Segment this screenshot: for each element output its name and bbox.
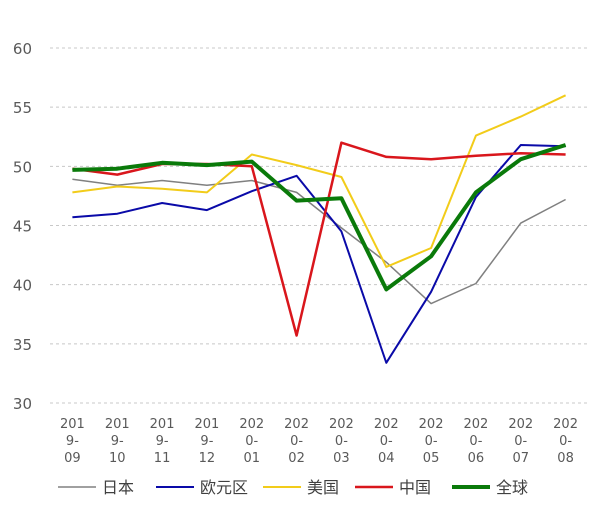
legend-label: 美国 (307, 478, 339, 497)
x-tick-label: 201 (60, 417, 85, 432)
x-tick-label: 02 (288, 451, 305, 466)
x-tick-label: 201 (195, 417, 220, 432)
x-tick-label: 04 (378, 451, 395, 466)
series-line-2 (72, 94, 567, 268)
x-tick-label: 9- (66, 434, 79, 449)
x-tick-label: 01 (243, 451, 260, 466)
x-tick-label: 202 (464, 417, 489, 432)
y-tick-label: 55 (13, 99, 32, 117)
legend-item: 全球 (452, 478, 528, 497)
legend-item: 日本 (58, 478, 134, 497)
x-tick-label: 06 (468, 451, 485, 466)
legend-label: 欧元区 (200, 478, 248, 497)
legend-label: 中国 (399, 478, 431, 497)
x-tick-label: 12 (199, 451, 216, 466)
legend-label: 全球 (496, 478, 528, 497)
y-tick-label: 35 (13, 336, 32, 354)
x-tick-label: 9- (111, 434, 124, 449)
x-tick-label: 202 (239, 417, 264, 432)
x-tick-label: 9- (200, 434, 213, 449)
x-tick-label: 0- (245, 434, 258, 449)
x-tick-label: 202 (553, 417, 578, 432)
x-tick-label: 05 (423, 451, 440, 466)
x-tick-label: 08 (557, 451, 574, 466)
y-tick-label: 45 (13, 218, 32, 236)
x-tick-label: 202 (284, 417, 309, 432)
series-line-0 (72, 178, 566, 305)
x-tick-label: 07 (512, 451, 529, 466)
x-tick-label: 0- (559, 434, 572, 449)
x-tick-label: 0- (514, 434, 527, 449)
x-tick-label: 09 (64, 451, 81, 466)
y-tick-label: 40 (13, 277, 32, 295)
y-tick-label: 50 (13, 158, 32, 176)
x-tick-label: 0- (380, 434, 393, 449)
y-tick-label: 60 (13, 40, 32, 58)
x-tick-label: 9- (156, 434, 169, 449)
x-tick-label: 0- (290, 434, 303, 449)
x-tick-label: 10 (109, 451, 126, 466)
x-tick-label: 0- (335, 434, 348, 449)
legend-label: 日本 (102, 478, 134, 497)
legend-item: 欧元区 (156, 478, 248, 497)
x-tick-label: 202 (419, 417, 444, 432)
x-tick-label: 11 (154, 451, 171, 466)
x-tick-label: 202 (508, 417, 533, 432)
series-line-1 (72, 144, 566, 364)
x-tick-label: 0- (469, 434, 482, 449)
x-tick-label: 0- (425, 434, 438, 449)
x-tick-label: 201 (150, 417, 175, 432)
x-tick-label: 202 (374, 417, 399, 432)
legend-item: 中国 (355, 478, 431, 497)
x-tick-label: 03 (333, 451, 350, 466)
x-tick-label: 202 (329, 417, 354, 432)
legend-item: 美国 (263, 478, 339, 497)
series-line-4 (72, 143, 567, 292)
y-tick-label: 30 (13, 395, 32, 413)
x-tick-label: 201 (105, 417, 130, 432)
